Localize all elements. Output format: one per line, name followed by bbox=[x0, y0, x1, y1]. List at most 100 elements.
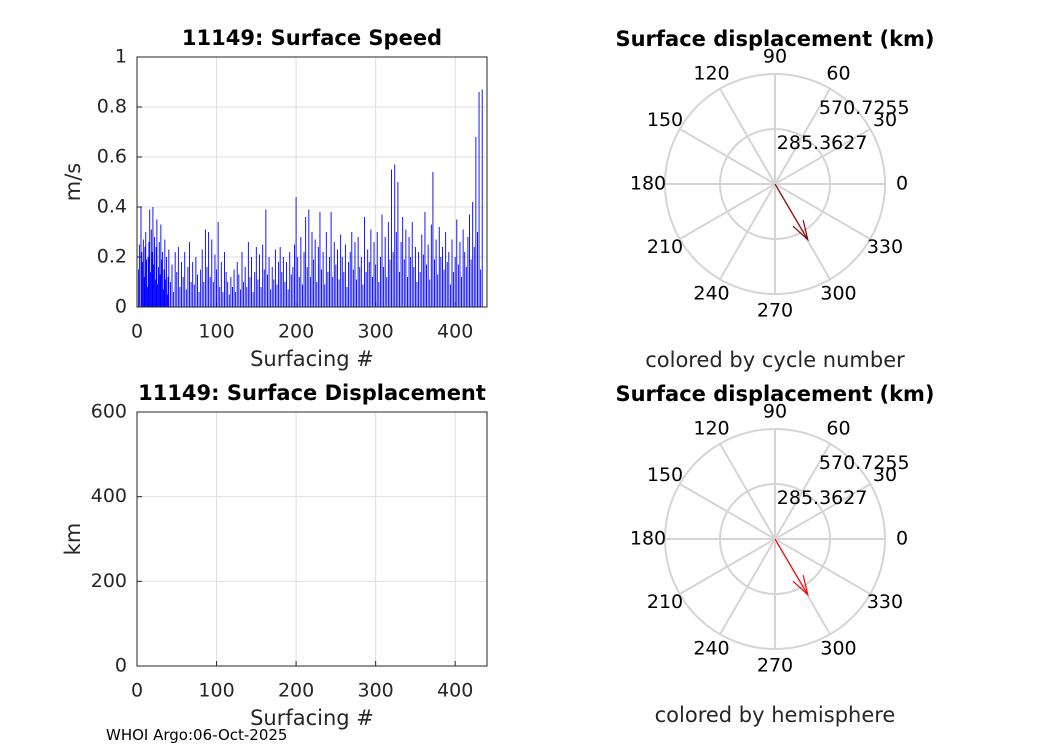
bar bbox=[469, 214, 470, 307]
bar bbox=[255, 247, 257, 307]
y-tick-label: 200 bbox=[91, 570, 127, 592]
displacement-arrow bbox=[774, 538, 809, 595]
bar bbox=[303, 252, 305, 307]
bar bbox=[305, 217, 307, 307]
bar bbox=[457, 264, 459, 307]
bar bbox=[411, 222, 413, 307]
bar bbox=[449, 284, 451, 307]
bar bbox=[413, 267, 415, 307]
bar bbox=[364, 217, 365, 307]
bar bbox=[357, 237, 359, 307]
bar bbox=[166, 294, 168, 307]
bar bbox=[212, 282, 214, 307]
bar bbox=[193, 284, 195, 307]
bar bbox=[161, 259, 163, 307]
bar bbox=[332, 277, 334, 307]
bar bbox=[308, 209, 310, 307]
bar bbox=[163, 269, 165, 307]
bar bbox=[171, 264, 173, 307]
bar bbox=[397, 182, 399, 307]
bar bbox=[438, 227, 440, 307]
bar bbox=[470, 259, 472, 307]
bar bbox=[430, 224, 432, 307]
bar bbox=[403, 259, 405, 307]
angle-tick-label: 0 bbox=[896, 528, 908, 550]
displacement-arrow bbox=[774, 183, 809, 240]
bar bbox=[142, 239, 144, 307]
bar bbox=[443, 269, 445, 307]
bar bbox=[145, 232, 147, 307]
bar bbox=[365, 272, 367, 307]
bar bbox=[265, 209, 267, 307]
bar bbox=[356, 279, 357, 307]
bar bbox=[160, 224, 162, 307]
bar bbox=[352, 269, 354, 307]
bar bbox=[481, 89, 483, 307]
y-tick-label: 0.6 bbox=[97, 146, 127, 168]
bar bbox=[453, 272, 455, 307]
bar bbox=[176, 272, 178, 307]
bar bbox=[232, 287, 233, 307]
bar bbox=[379, 257, 381, 307]
bar bbox=[230, 277, 232, 307]
bar bbox=[158, 267, 159, 307]
bar bbox=[224, 252, 225, 307]
displacement-arrowhead bbox=[792, 575, 809, 597]
radial-tick-label: 570.7255 bbox=[819, 452, 910, 474]
angle-tick-label: 180 bbox=[630, 173, 666, 195]
bar bbox=[260, 287, 262, 307]
x-tick-label: 0 bbox=[131, 321, 143, 343]
bar bbox=[236, 262, 238, 307]
bar bbox=[192, 262, 194, 307]
bar bbox=[324, 284, 326, 307]
x-tick-label: 300 bbox=[358, 680, 394, 702]
bar bbox=[424, 212, 426, 307]
angle-tick-label: 0 bbox=[896, 173, 908, 195]
bar bbox=[448, 252, 450, 307]
bar bbox=[165, 279, 167, 307]
bar bbox=[405, 229, 407, 307]
angle-tick-label: 300 bbox=[820, 637, 856, 659]
bar bbox=[281, 272, 283, 307]
angle-tick-label: 240 bbox=[693, 282, 729, 304]
bar bbox=[187, 267, 189, 307]
bar bbox=[309, 277, 311, 307]
x-tick-label: 400 bbox=[437, 321, 473, 343]
angle-tick-label: 330 bbox=[867, 591, 903, 613]
bar bbox=[454, 257, 456, 307]
y-tick-label: 0 bbox=[115, 296, 127, 318]
y-axis-label: m/s bbox=[61, 163, 85, 201]
bar bbox=[241, 252, 243, 307]
bar bbox=[243, 282, 245, 307]
bar bbox=[445, 232, 447, 307]
bar bbox=[235, 292, 237, 307]
bar bbox=[211, 239, 213, 307]
bar bbox=[182, 277, 184, 307]
angle-tick-label: 270 bbox=[757, 655, 793, 677]
bar bbox=[378, 282, 380, 307]
bar bbox=[208, 232, 210, 307]
bar bbox=[344, 244, 346, 307]
bar bbox=[389, 259, 391, 307]
bar bbox=[140, 207, 142, 307]
bar bbox=[327, 272, 329, 307]
x-axis-label: Surfacing # bbox=[250, 347, 374, 371]
bar bbox=[152, 207, 154, 307]
footer-credit: WHOI Argo:06-Oct-2025 bbox=[106, 726, 288, 744]
bar bbox=[419, 272, 421, 307]
angle-tick-label: 60 bbox=[826, 63, 850, 85]
bar bbox=[174, 252, 176, 307]
bar bbox=[168, 249, 170, 307]
bar bbox=[254, 272, 256, 307]
bar bbox=[462, 229, 464, 307]
bar bbox=[461, 277, 462, 307]
bar bbox=[276, 284, 278, 307]
x-axis-label: Surfacing # bbox=[250, 706, 374, 730]
bar bbox=[437, 274, 439, 307]
bar bbox=[395, 232, 397, 307]
bar bbox=[306, 267, 308, 307]
y-tick-label: 400 bbox=[91, 485, 127, 507]
bar bbox=[294, 244, 295, 307]
bar bbox=[313, 259, 315, 307]
x-tick-label: 200 bbox=[278, 680, 314, 702]
